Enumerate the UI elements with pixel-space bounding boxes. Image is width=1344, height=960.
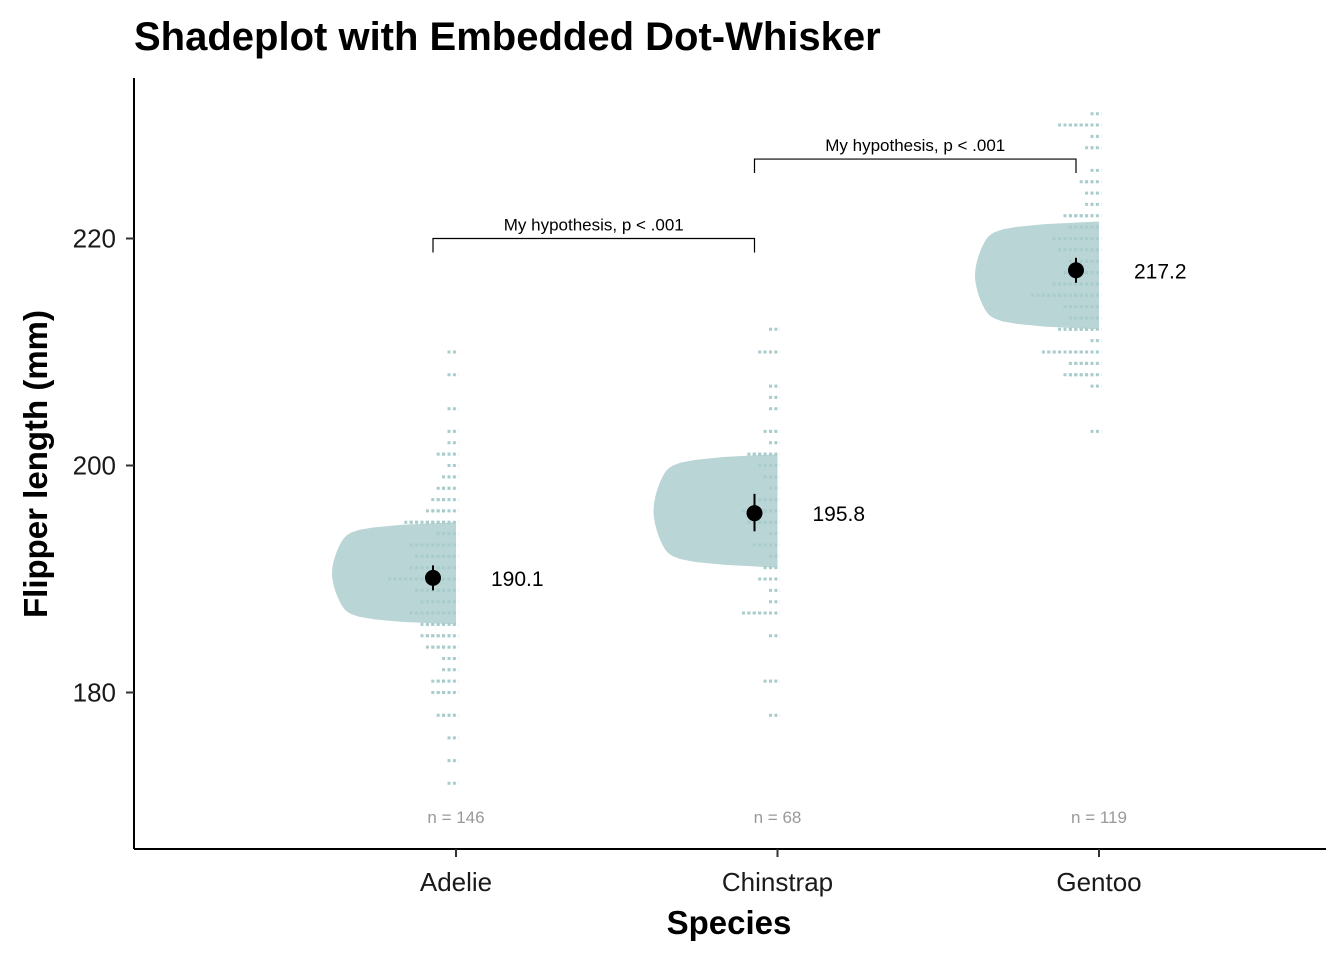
shade-band-chinstrap: [653, 454, 778, 568]
mean-point-chinstrap: [746, 505, 763, 522]
comparison-bracket-2: My hypothesis, p < .001: [753, 136, 1077, 174]
x-tick-label: Adelie: [420, 867, 492, 897]
y-axis-title: Flipper length (mm): [17, 310, 54, 618]
x-tick-label: Chinstrap: [722, 867, 833, 897]
chart-title: Shadeplot with Embedded Dot-Whisker: [134, 15, 881, 59]
bracket-label: My hypothesis, p < .001: [825, 136, 1005, 155]
shade-band-adelie: [332, 522, 456, 625]
group-adelie: 190.1 n = 146: [332, 350, 544, 827]
y-tick-label: 220: [73, 224, 116, 254]
group-gentoo: 217.2 n = 119: [975, 112, 1187, 827]
count-label-gentoo: n = 119: [1071, 808, 1127, 827]
count-label-adelie: n = 146: [427, 808, 484, 827]
x-axis-title: Species: [667, 904, 792, 941]
mean-label-chinstrap: 195.8: [813, 503, 866, 526]
bracket-label: My hypothesis, p < .001: [504, 216, 684, 235]
comparison-bracket-1: My hypothesis, p < .001: [432, 216, 756, 253]
count-label-chinstrap: n = 68: [754, 808, 802, 827]
bracket-line: [432, 237, 756, 253]
y-tick-label: 200: [73, 451, 116, 481]
x-tick-label: Gentoo: [1056, 867, 1141, 897]
mean-label-adelie: 190.1: [491, 568, 544, 591]
mean-point-adelie: [425, 569, 441, 586]
group-chinstrap: 195.8 n = 68: [653, 327, 866, 827]
bracket-line: [753, 158, 1077, 174]
plot-area: 190.1 n = 146 195.8 n = 68 217.2 n = 119 My hy…: [332, 112, 1187, 827]
y-tick-label: 180: [73, 678, 116, 708]
mean-point-gentoo: [1068, 262, 1084, 279]
axes: 180 200 220 Adelie Chinstrap Gentoo: [73, 224, 1142, 898]
mean-label-gentoo: 217.2: [1134, 260, 1187, 283]
shade-band-gentoo: [975, 221, 1099, 330]
